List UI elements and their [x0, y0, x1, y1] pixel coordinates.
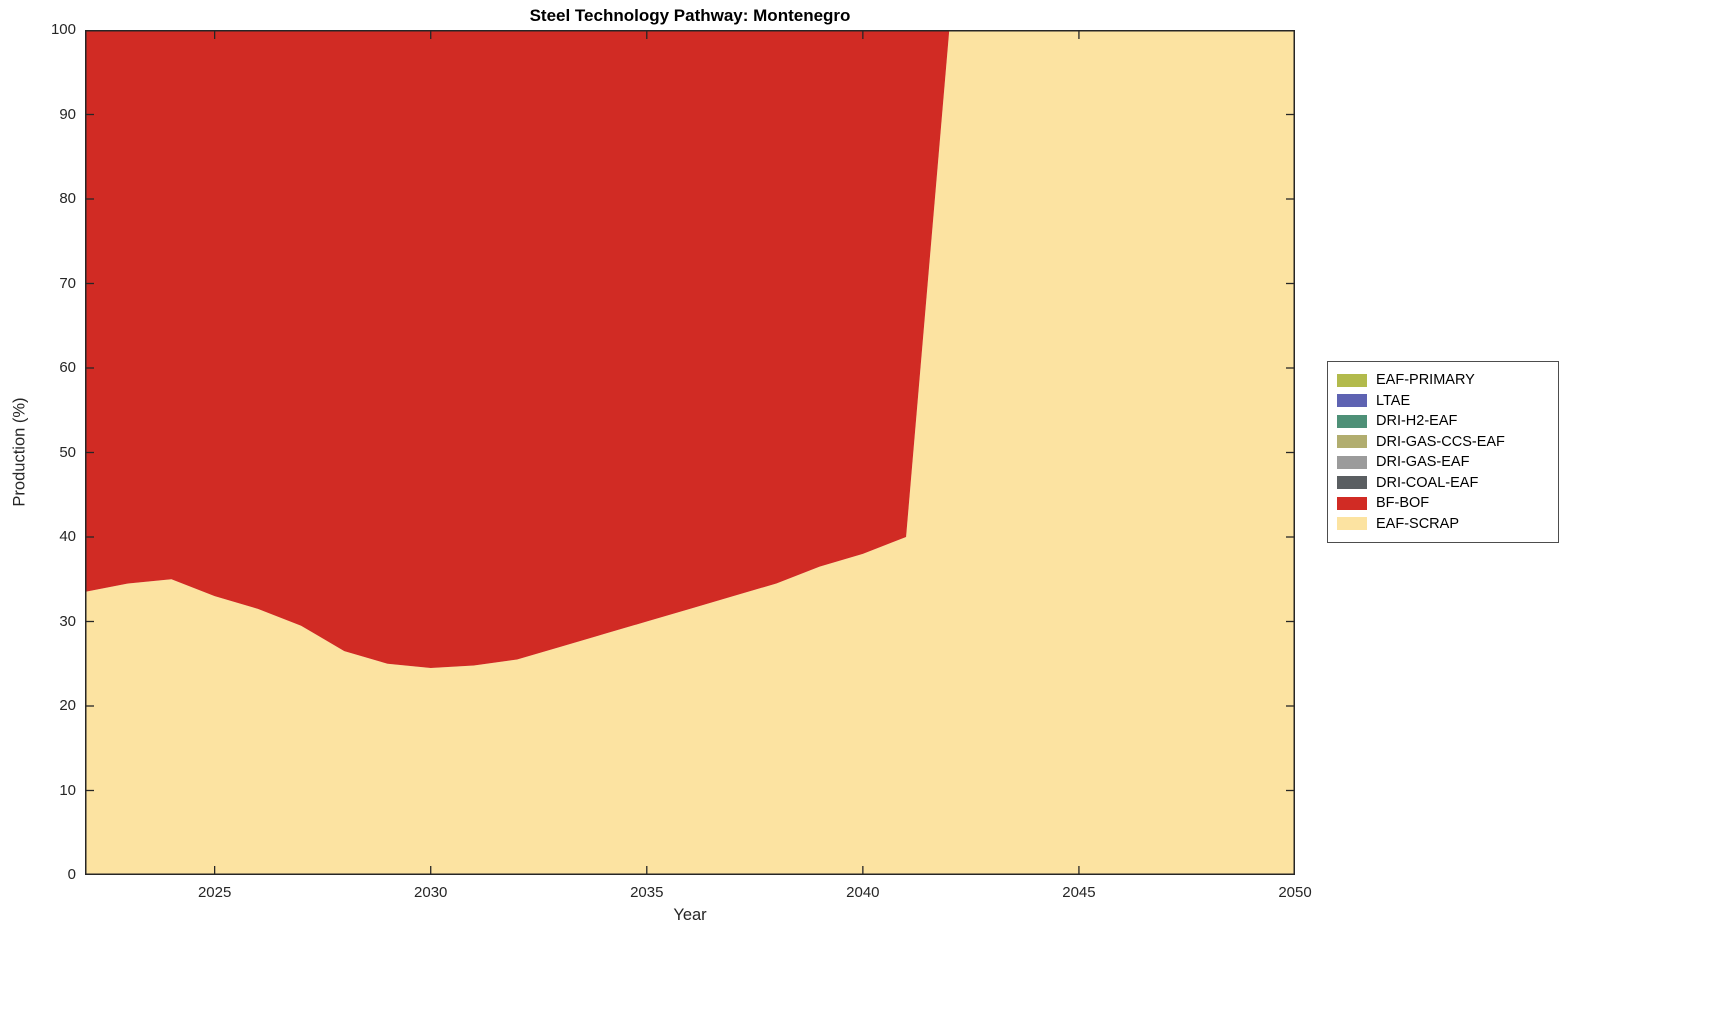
legend-label: EAF-SCRAP	[1376, 515, 1459, 532]
x-tick-label: 2040	[846, 884, 880, 901]
x-tick-label: 2035	[630, 884, 664, 901]
legend-swatch	[1337, 517, 1367, 531]
legend-swatch	[1337, 414, 1367, 428]
legend-swatch	[1337, 455, 1367, 469]
legend-item-EAF-SCRAP: EAF-SCRAP	[1337, 514, 1549, 535]
y-tick-label: 90	[59, 105, 76, 123]
y-tick-label: 80	[59, 190, 76, 207]
y-tick-label: 60	[59, 359, 76, 376]
y-tick-label: 10	[59, 781, 76, 799]
legend-swatch	[1337, 435, 1367, 449]
legend-item-LTAE: LTAE	[1337, 391, 1549, 412]
legend-swatch	[1337, 373, 1367, 387]
y-tick-label: 100	[50, 21, 76, 38]
legend-item-DRI-GAS-EAF: DRI-GAS-EAF	[1337, 452, 1549, 473]
legend-label: DRI-GAS-EAF	[1376, 454, 1470, 471]
legend-label: DRI-H2-EAF	[1376, 413, 1458, 430]
plot-border	[85, 30, 1295, 875]
legend-label: BF-BOF	[1376, 495, 1430, 512]
y-tick-label: 50	[59, 443, 76, 461]
y-tick-label: 40	[59, 528, 76, 545]
y-tick-label: 30	[59, 612, 76, 630]
legend-item-EAF-PRIMARY: EAF-PRIMARY	[1337, 370, 1549, 391]
legend-swatch	[1337, 394, 1367, 408]
x-tick-label: 2050	[1278, 884, 1312, 901]
plot-area	[85, 30, 1295, 875]
legend-swatch	[1337, 496, 1367, 510]
y-tick-label: 0	[67, 866, 76, 883]
legend-swatch	[1337, 476, 1367, 490]
legend-item-DRI-H2-EAF: DRI-H2-EAF	[1337, 411, 1549, 432]
legend-label: DRI-COAL-EAF	[1376, 474, 1479, 491]
x-axis-label: Year	[673, 906, 707, 924]
chart-title: Steel Technology Pathway: Montenegro	[529, 6, 851, 25]
x-tick-label: 2045	[1062, 884, 1096, 901]
legend-item-DRI-COAL-EAF: DRI-COAL-EAF	[1337, 473, 1549, 494]
x-tick-label: 2025	[197, 884, 232, 901]
y-tick-label: 20	[59, 697, 76, 714]
legend-item-BF-BOF: BF-BOF	[1337, 493, 1549, 514]
legend-label: LTAE	[1376, 392, 1411, 409]
legend-item-DRI-GAS-CCS-EAF: DRI-GAS-CCS-EAF	[1337, 432, 1549, 453]
area-BF-BOF	[85, 30, 1295, 668]
x-tick-label: 2030	[414, 884, 448, 901]
y-tick-label: 70	[59, 274, 76, 292]
legend-label: EAF-PRIMARY	[1376, 372, 1475, 389]
legend-label: DRI-GAS-CCS-EAF	[1376, 433, 1505, 450]
legend: EAF-PRIMARY LTAE DRI-H2-EAF DRI-GAS-CCS-EAF…	[1327, 361, 1559, 543]
